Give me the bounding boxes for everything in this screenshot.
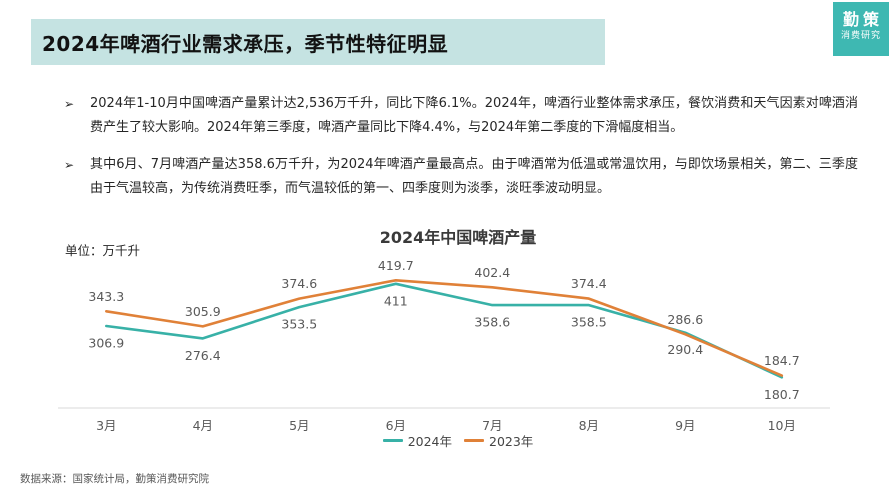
data-source-note: 数据来源：国家统计局，勤策消费研究院 [20,473,209,485]
slide-title: 2024年啤酒行业需求承压，季节性特征明显 [42,31,449,56]
data-label-2024年: 353.5 [281,317,317,332]
x-axis-label: 10月 [768,418,796,433]
series-line-2024年 [105,282,784,379]
data-label-2024年: 358.5 [571,315,607,330]
legend-label: 2023年 [489,433,534,449]
data-label-2023年: 402.4 [474,265,510,280]
data-label-2024年: 276.4 [185,348,221,363]
x-axis-label: 3月 [96,418,116,433]
bullet-text: 其中6月、7月啤酒产量达358.6万千升，为2024年啤酒产量最高点。由于啤酒常… [90,157,858,196]
x-axis-label: 9月 [675,418,695,433]
data-label-2024年: 290.4 [667,342,703,357]
brand-logo-name: 勤策 [842,10,883,29]
bullet-item: ➢ 2024年1-10月中国啤酒产量累计达2,536万千升，同比下降6.1%。2… [64,92,858,140]
legend-dash-icon [464,438,484,442]
bullet-item: ➢ 其中6月、7月啤酒产量达358.6万千升，为2024年啤酒产量最高点。由于啤… [64,153,858,201]
summary-bullets: ➢ 2024年1-10月中国啤酒产量累计达2,536万千升，同比下降6.1%。2… [64,92,858,214]
data-label-2023年: 419.7 [378,258,414,273]
legend-item-2023年: 2023年 [464,431,533,450]
brand-logo-subtitle: 消费研究 [840,31,881,41]
chart-title: 2024年中国啤酒产量 [379,228,537,247]
x-axis-label: 4月 [193,418,213,433]
arrow-bullet-icon: ➢ [64,158,75,172]
chart-legend: 2024年 2023年 [58,431,858,449]
data-label-2023年: 374.6 [281,276,317,291]
legend-dash-icon [382,438,403,442]
data-label-2024年: 358.6 [474,315,510,330]
arrow-bullet-icon: ➢ [64,97,75,111]
x-axis-label: 6月 [386,418,406,433]
data-label-2023年: 286.6 [667,312,703,327]
x-axis-label: 7月 [482,418,502,433]
legend-item-2024年: 2024年 [382,431,452,450]
brand-logo: 勤策 消费研究 [833,2,889,56]
x-axis-label: 8月 [579,418,599,433]
data-label-2023年: 184.7 [764,353,800,368]
chart-unit-label: 单位：万千升 [65,243,141,258]
legend-label: 2024年 [407,433,452,449]
bullet-text: 2024年1-10月中国啤酒产量累计达2,536万千升，同比下降6.1%。202… [90,96,858,135]
data-label-2023年: 305.9 [185,304,221,319]
x-axis-label: 5月 [289,418,309,433]
slide-title-bar: 2024年啤酒行业需求承压，季节性特征明显 [31,19,605,65]
series-line-2023年 [105,278,784,377]
data-label-2023年: 343.3 [88,289,124,304]
data-label-2024年: 411 [384,293,408,308]
data-label-2024年: 306.9 [88,336,124,351]
data-label-2024年: 180.7 [764,387,800,402]
data-label-2023年: 374.4 [571,276,607,291]
